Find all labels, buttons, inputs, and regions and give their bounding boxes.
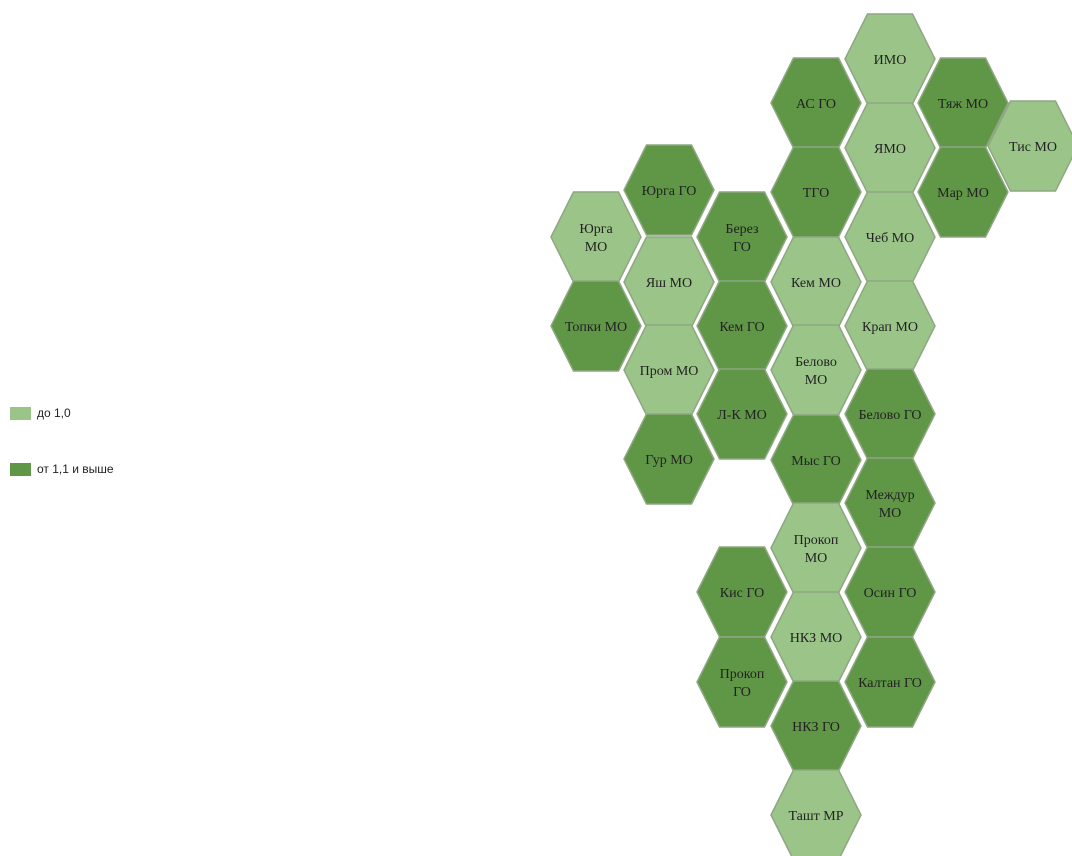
legend-item-high: от 1,1 и выше bbox=[10, 460, 114, 478]
legend-swatch-high bbox=[10, 462, 31, 476]
region-label: Тис МО bbox=[1009, 140, 1057, 155]
region-hexagon bbox=[987, 100, 1072, 192]
region-яш-мо: Яш МО bbox=[623, 236, 715, 328]
region-label: Кем ГО bbox=[719, 320, 764, 335]
region-пром-мо: Пром МО bbox=[623, 324, 715, 416]
region-hexagon bbox=[844, 457, 936, 549]
legend-item-low: до 1,0 bbox=[10, 404, 114, 422]
legend: до 1,0 от 1,1 и выше bbox=[10, 404, 114, 516]
region-label: Кем МО bbox=[791, 276, 841, 291]
region-label: Юрга bbox=[579, 222, 613, 237]
legend-swatch-low bbox=[10, 406, 31, 420]
region-тис-мо: Тис МО bbox=[987, 100, 1072, 192]
region-label: Мыс ГО bbox=[791, 454, 840, 469]
region-label: Белово ГО bbox=[858, 408, 921, 423]
region-label: МО bbox=[585, 240, 608, 255]
region-междур-мо: Междур МО bbox=[844, 457, 936, 549]
region-hexagon bbox=[696, 368, 788, 460]
region-label: Осин ГО bbox=[864, 586, 917, 601]
region-label: Ташт МР bbox=[788, 809, 843, 824]
region-label: Крап МО bbox=[862, 320, 918, 335]
region-label: Прокоп bbox=[794, 533, 839, 548]
region-нкз-мо: НКЗ МО bbox=[770, 591, 862, 683]
legend-label-high: от 1,1 и выше bbox=[37, 462, 114, 476]
region-hexagon bbox=[844, 636, 936, 728]
region-label: Кис ГО bbox=[720, 586, 764, 601]
region-белово-мо: Белово МО bbox=[770, 324, 862, 416]
region-label: Междур bbox=[865, 488, 914, 503]
region-label: Прокоп bbox=[720, 667, 765, 682]
region-label: Тяж МО bbox=[938, 97, 988, 112]
region-прокоп-го: Прокоп ГО bbox=[696, 636, 788, 728]
region-тго: ТГО bbox=[770, 146, 862, 238]
region-ташт-мр: Ташт МР bbox=[770, 769, 862, 856]
region-белово-го: Белово ГО bbox=[844, 368, 936, 460]
region-осин-го: Осин ГО bbox=[844, 546, 936, 638]
region-hexagon bbox=[623, 144, 715, 236]
region-hexagon bbox=[770, 769, 862, 856]
region-label: Гур МО bbox=[645, 453, 693, 468]
region-hexagon bbox=[696, 636, 788, 728]
region-label: НКЗ МО bbox=[790, 631, 843, 646]
region-label: Яш МО bbox=[646, 276, 692, 291]
region-hexagon bbox=[550, 280, 642, 372]
region-топки-мо: Топки МО bbox=[550, 280, 642, 372]
region-мыс-го: Мыс ГО bbox=[770, 414, 862, 506]
legend-label-low: до 1,0 bbox=[37, 406, 71, 420]
region-label: Топки МО bbox=[565, 320, 627, 335]
region-label: АС ГО bbox=[796, 97, 836, 112]
region-берез-го: Берез ГО bbox=[696, 191, 788, 283]
region-hexagon bbox=[550, 191, 642, 283]
region-label: Юрга ГО bbox=[642, 184, 697, 199]
region-юрга-го: Юрга ГО bbox=[623, 144, 715, 236]
region-label: ИМО bbox=[874, 53, 907, 68]
region-label: ГО bbox=[733, 685, 751, 700]
region-hexagon bbox=[770, 502, 862, 594]
region-label: Белово bbox=[795, 355, 837, 370]
region-label: НКЗ ГО bbox=[792, 720, 840, 735]
region-label: ТГО bbox=[803, 186, 829, 201]
region-label: МО bbox=[879, 506, 902, 521]
region-label: Пром МО bbox=[640, 364, 699, 379]
region-label: Берез bbox=[725, 222, 759, 237]
region-кем-мо: Кем МО bbox=[770, 236, 862, 328]
region-л-к-мо: Л-К МО bbox=[696, 368, 788, 460]
region-нкз-го: НКЗ ГО bbox=[770, 680, 862, 772]
region-крап-мо: Крап МО bbox=[844, 280, 936, 372]
region-label: Мар МО bbox=[937, 186, 989, 201]
region-hexagon bbox=[696, 191, 788, 283]
region-label: МО bbox=[805, 373, 828, 388]
region-ямо: ЯМО bbox=[844, 102, 936, 194]
region-ас-го: АС ГО bbox=[770, 57, 862, 149]
region-label: ЯМО bbox=[874, 142, 906, 157]
region-hexagon bbox=[917, 146, 1009, 238]
region-label: Л-К МО bbox=[717, 408, 767, 423]
region-прокоп-мо: Прокоп МО bbox=[770, 502, 862, 594]
region-кем-го: Кем ГО bbox=[696, 280, 788, 372]
region-label: Чеб МО bbox=[866, 231, 915, 246]
region-юрга-мо: Юрга МО bbox=[550, 191, 642, 283]
region-имо: ИМО bbox=[844, 13, 936, 105]
region-кис-го: Кис ГО bbox=[696, 546, 788, 638]
region-мар-мо: Мар МО bbox=[917, 146, 1009, 238]
region-label: МО bbox=[805, 551, 828, 566]
region-чеб-мо: Чеб МО bbox=[844, 191, 936, 283]
region-калтан-го: Калтан ГО bbox=[844, 636, 936, 728]
region-label: ГО bbox=[733, 240, 751, 255]
region-hexagon bbox=[770, 324, 862, 416]
region-гур-мо: Гур МО bbox=[623, 413, 715, 505]
region-hexagon bbox=[623, 413, 715, 505]
region-label: Калтан ГО bbox=[858, 676, 922, 691]
region-тяж-мо: Тяж МО bbox=[917, 57, 1009, 149]
